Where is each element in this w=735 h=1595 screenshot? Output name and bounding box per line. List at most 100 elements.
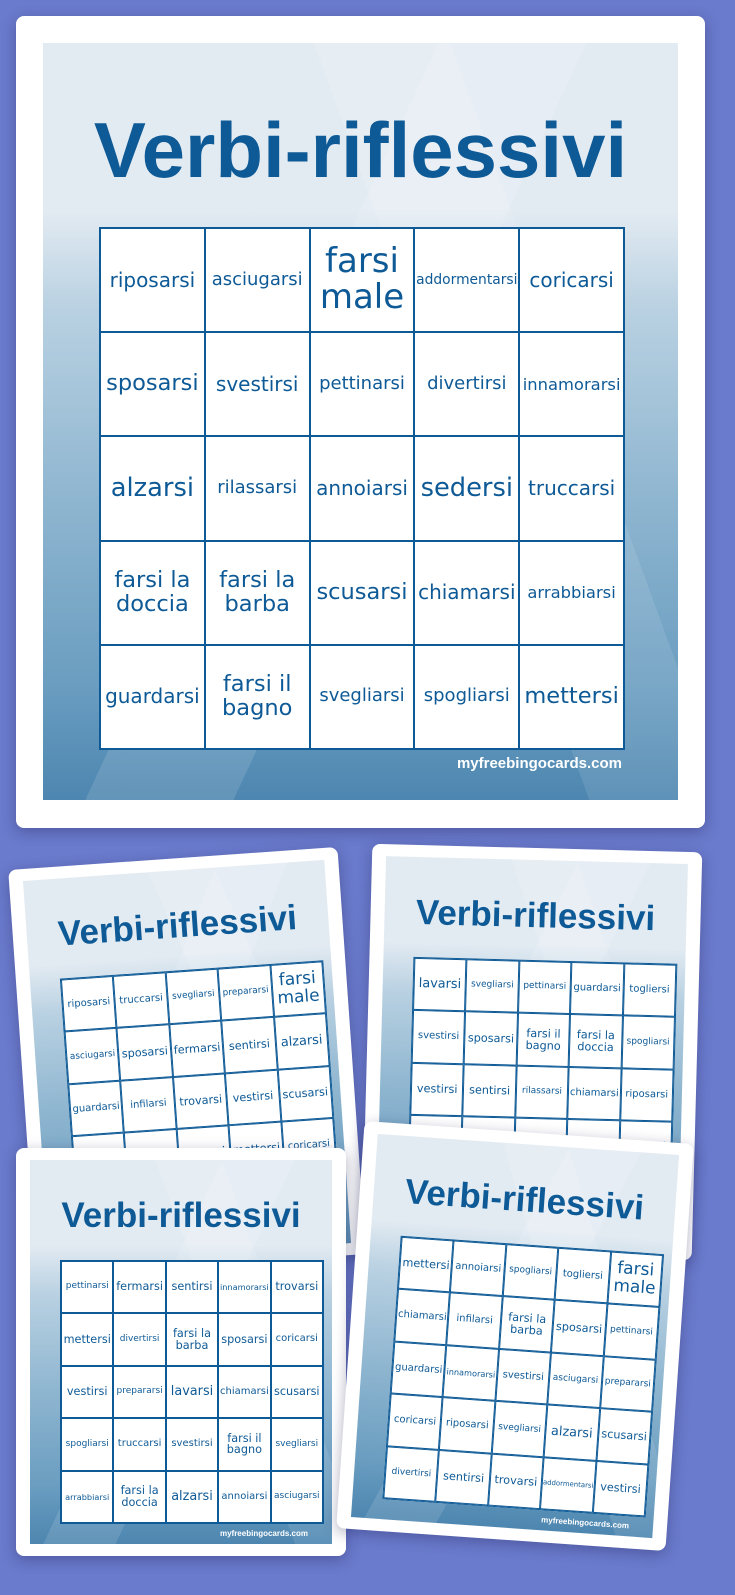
bingo-cell[interactable]: truccarsi	[519, 436, 624, 541]
bingo-cell[interactable]: trovarsi	[172, 1073, 229, 1130]
bingo-cell[interactable]: pettinarsi	[603, 1303, 660, 1360]
bingo-cell[interactable]: trovarsi	[270, 1261, 323, 1314]
bingo-cell[interactable]: annoiarsi	[218, 1470, 271, 1523]
bingo-cell[interactable]: pettinarsi	[309, 332, 415, 437]
preview-card-4[interactable]: Verbi-riflessivi mettersi annoiarsi spogli…	[336, 1120, 694, 1552]
bingo-cell[interactable]: scusarsi	[309, 540, 415, 645]
bingo-cell[interactable]: prepararsi	[113, 1365, 166, 1419]
bingo-cell[interactable]: divertirsi	[414, 332, 520, 437]
preview-card-3[interactable]: Verbi-riflessivi pettinarsi fermarsi senti…	[16, 1148, 346, 1556]
bingo-cell[interactable]: asciugarsi	[204, 228, 310, 333]
bingo-cell[interactable]: vestirsi	[592, 1460, 649, 1517]
bingo-cell[interactable]: chiamarsi	[414, 540, 520, 645]
bingo-cell[interactable]: sentirsi	[221, 1017, 278, 1074]
bingo-cell[interactable]: farsi la doccia	[113, 1470, 166, 1523]
bingo-cell[interactable]: lavarsi	[165, 1365, 219, 1419]
bingo-cell[interactable]: divertirsi	[113, 1313, 166, 1366]
bingo-cell[interactable]: farsi la barba	[165, 1313, 219, 1366]
bingo-cell[interactable]: asciugarsi	[547, 1352, 604, 1409]
bingo-cell[interactable]: sposarsi	[551, 1300, 608, 1357]
bingo-cell[interactable]: alzarsi	[165, 1470, 219, 1523]
bingo-cell[interactable]: innamorarsi	[442, 1345, 499, 1401]
bingo-cell[interactable]: alzarsi	[273, 1013, 330, 1070]
bingo-cell[interactable]: farsi la doccia	[100, 540, 205, 645]
bingo-cell[interactable]: fermarsi	[113, 1261, 166, 1314]
bingo-cell[interactable]: truccarsi	[113, 1418, 166, 1471]
bingo-cell[interactable]: truccarsi	[113, 972, 170, 1029]
bingo-cell[interactable]: addormentarsi	[540, 1456, 597, 1513]
bingo-cell[interactable]: sedersi	[414, 436, 520, 541]
bingo-cell[interactable]: trovarsi	[487, 1453, 544, 1510]
bingo-cell[interactable]: spogliarsi	[502, 1244, 559, 1301]
bingo-cell[interactable]: riposarsi	[100, 228, 205, 333]
bingo-cell[interactable]: asciugarsi	[64, 1028, 121, 1085]
bingo-cell[interactable]: sposarsi	[116, 1024, 173, 1081]
bingo-cell[interactable]: sposarsi	[464, 1011, 518, 1066]
bingo-cell[interactable]: innamorarsi	[519, 332, 624, 437]
bingo-cell[interactable]: prepararsi	[599, 1356, 656, 1412]
bingo-cell[interactable]: svestirsi	[411, 1010, 466, 1065]
bingo-cell[interactable]: svegliarsi	[165, 968, 222, 1025]
bingo-cell[interactable]: infilarsi	[120, 1076, 177, 1133]
bingo-cell[interactable]: scusarsi	[596, 1408, 653, 1465]
bingo-cell[interactable]: coricarsi	[387, 1393, 443, 1450]
main-bingo-card[interactable]: Verbi-riflessivi riposarsi asciugarsi fars…	[16, 16, 705, 828]
bingo-cell[interactable]: vestirsi	[410, 1062, 465, 1117]
bingo-cell[interactable]: scusarsi	[270, 1365, 323, 1419]
bingo-cell[interactable]: divertirsi	[383, 1445, 440, 1502]
bingo-cell[interactable]: farsi male	[270, 961, 326, 1018]
bingo-cell[interactable]: guardarsi	[100, 644, 205, 749]
bingo-cell[interactable]: lavarsi	[413, 957, 467, 1012]
bingo-cell[interactable]: riposarsi	[439, 1397, 496, 1454]
bingo-cell[interactable]: farsi il bagno	[516, 1013, 571, 1067]
bingo-cell[interactable]: mettersi	[61, 1313, 114, 1366]
bingo-cell[interactable]: arrabbiarsi	[61, 1470, 114, 1523]
bingo-cell[interactable]: farsi il bagno	[218, 1418, 271, 1471]
bingo-cell[interactable]: svegliarsi	[309, 644, 415, 749]
bingo-cell[interactable]: svegliarsi	[491, 1400, 548, 1457]
bingo-cell[interactable]: svestirsi	[165, 1418, 219, 1471]
bingo-cell[interactable]: riposarsi	[60, 975, 117, 1032]
bingo-cell[interactable]: svegliarsi	[270, 1418, 323, 1471]
bingo-cell[interactable]: farsi la barba	[498, 1296, 555, 1353]
bingo-cell[interactable]: spogliarsi	[414, 644, 520, 749]
bingo-cell[interactable]: farsi male	[607, 1251, 664, 1308]
bingo-cell[interactable]: vestirsi	[225, 1069, 281, 1126]
bingo-cell[interactable]: arrabbiarsi	[519, 540, 624, 645]
bingo-cell[interactable]: sentirsi	[435, 1449, 492, 1506]
bingo-cell[interactable]: svegliarsi	[465, 959, 520, 1014]
bingo-cell[interactable]: asciugarsi	[270, 1470, 323, 1523]
bingo-cell[interactable]: chiamarsi	[218, 1365, 271, 1419]
bingo-cell[interactable]: fermarsi	[169, 1020, 226, 1077]
bingo-cell[interactable]: alzarsi	[100, 436, 205, 541]
bingo-cell[interactable]: sposarsi	[100, 332, 205, 437]
bingo-cell[interactable]: coricarsi	[519, 228, 624, 333]
bingo-cell[interactable]: farsi la doccia	[568, 1014, 623, 1069]
bingo-cell[interactable]: farsi male	[309, 228, 415, 333]
bingo-cell[interactable]: sposarsi	[218, 1313, 271, 1366]
bingo-cell[interactable]: innamorarsi	[218, 1261, 271, 1314]
bingo-cell[interactable]: annoiarsi	[309, 436, 415, 541]
bingo-cell[interactable]: annoiarsi	[450, 1240, 507, 1297]
bingo-cell[interactable]: svestirsi	[204, 332, 310, 437]
bingo-cell[interactable]: scusarsi	[277, 1065, 334, 1122]
bingo-cell[interactable]: togliersi	[622, 963, 677, 1018]
bingo-cell[interactable]: coricarsi	[270, 1313, 323, 1366]
bingo-cell[interactable]: addormentarsi	[414, 228, 520, 333]
bingo-cell[interactable]: rilassarsi	[515, 1065, 569, 1120]
bingo-cell[interactable]: rilassarsi	[204, 436, 310, 541]
bingo-cell[interactable]: vestirsi	[61, 1365, 114, 1419]
bingo-cell[interactable]: infilarsi	[446, 1292, 503, 1349]
bingo-cell[interactable]: mettersi	[519, 644, 624, 749]
bingo-cell[interactable]: farsi il bagno	[204, 644, 310, 749]
bingo-cell[interactable]: riposarsi	[619, 1068, 674, 1122]
bingo-cell[interactable]: chiamarsi	[394, 1289, 451, 1346]
bingo-cell[interactable]: pettinarsi	[517, 960, 572, 1015]
bingo-cell[interactable]: sentirsi	[462, 1064, 517, 1118]
bingo-cell[interactable]: farsi la barba	[204, 540, 310, 645]
bingo-cell[interactable]: alzarsi	[543, 1404, 600, 1461]
bingo-cell[interactable]: togliersi	[554, 1247, 611, 1304]
bingo-cell[interactable]: guardarsi	[68, 1080, 125, 1137]
bingo-cell[interactable]: sentirsi	[165, 1261, 219, 1314]
bingo-cell[interactable]: chiamarsi	[567, 1066, 622, 1121]
